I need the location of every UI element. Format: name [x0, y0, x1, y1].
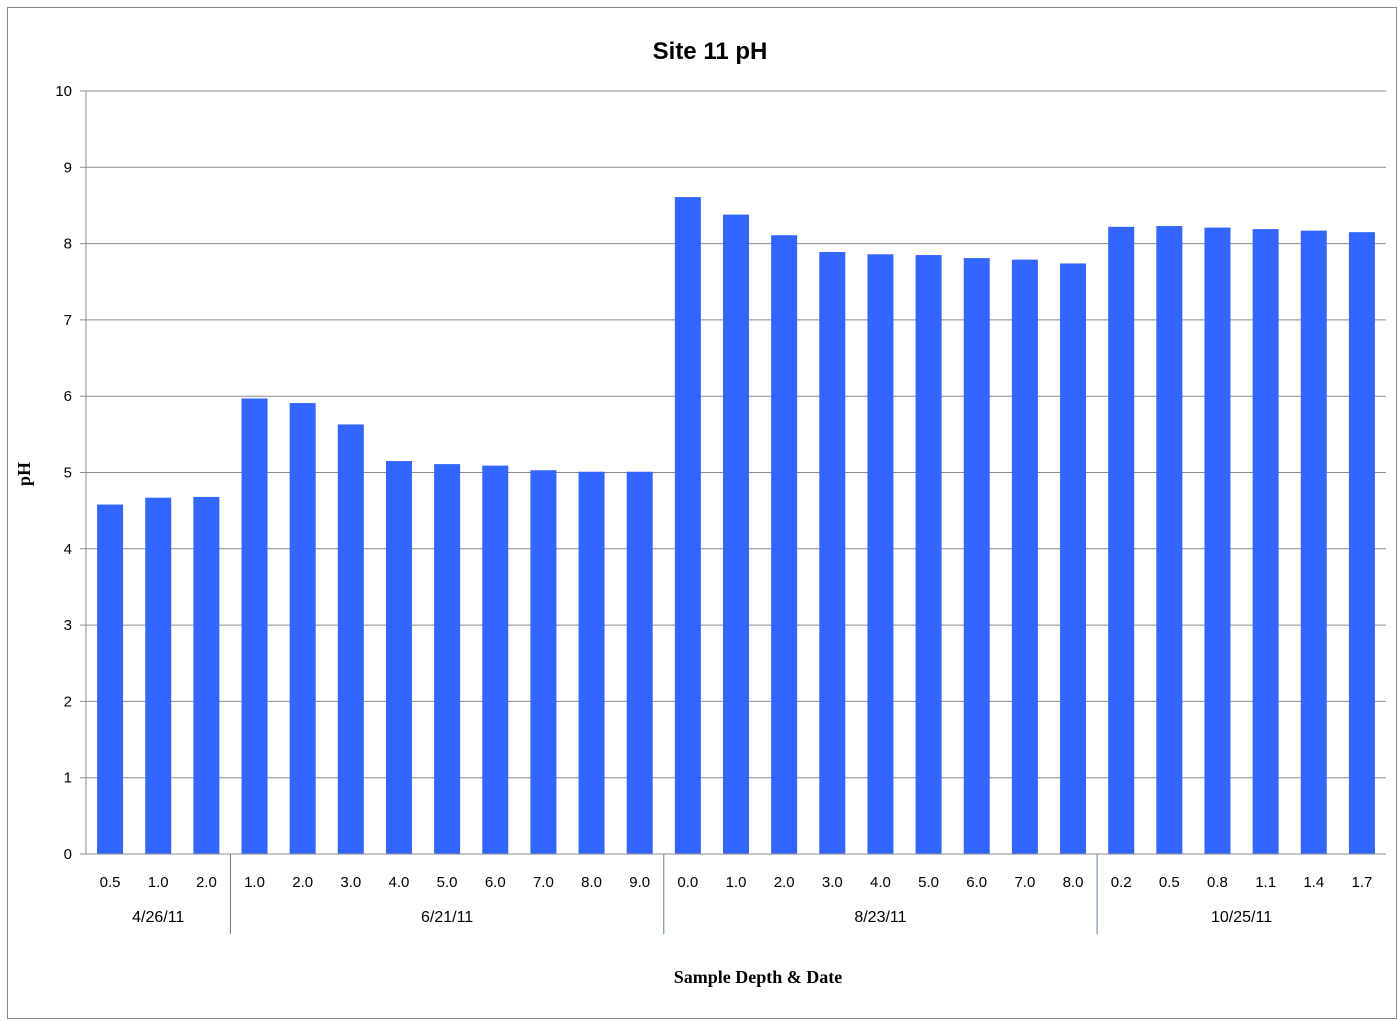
bar	[193, 496, 220, 854]
y-tick-label: 8	[64, 236, 72, 253]
group-label: 10/25/11	[1211, 909, 1272, 926]
y-tick-label: 5	[64, 465, 72, 482]
x-tick-label: 1.1	[1255, 874, 1276, 891]
x-tick-label: 0.0	[677, 874, 698, 891]
bar	[289, 403, 316, 854]
x-tick-label: 1.4	[1303, 874, 1324, 891]
chart-svg: Site 11 pH 0 1 2 3 4 5 6 7 8 9 10 0.5 1.0 2.0 4/26/11 1…	[14, 38, 1386, 987]
x-tick-label: 7.0	[1014, 874, 1035, 891]
x-tick-label: 2.0	[196, 874, 217, 891]
x-tick-label: 0.5	[100, 874, 121, 891]
x-tick-label: 5.0	[437, 874, 458, 891]
y-tick-label: 6	[64, 388, 72, 405]
y-tick-label: 0	[64, 846, 72, 863]
bar	[1300, 230, 1327, 854]
bar	[867, 254, 894, 855]
x-tick-label: 4.0	[870, 874, 891, 891]
x-axis-title: Sample Depth & Date	[674, 967, 843, 987]
x-tick-label: 0.2	[1111, 874, 1132, 891]
axes	[85, 91, 1386, 934]
bar	[482, 465, 509, 854]
bar	[530, 470, 557, 854]
x-tick-label: 1.0	[244, 874, 265, 891]
y-tick-label: 9	[64, 159, 72, 176]
chart-title: Site 11 pH	[653, 38, 768, 65]
chart-frame: Site 11 pH 0 1 2 3 4 5 6 7 8 9 10 0.5 1.0 2.0 4/26/11 1…	[7, 7, 1397, 1019]
bar	[819, 251, 846, 855]
x-tick-label: 4.0	[389, 874, 410, 891]
bar	[723, 214, 749, 854]
group-label: 4/26/11	[132, 909, 184, 926]
bar	[578, 471, 605, 854]
x-tick-label: 0.8	[1207, 874, 1228, 891]
bar	[1108, 226, 1135, 855]
bar	[1252, 229, 1279, 854]
y-tick-label: 1	[64, 770, 72, 787]
x-tick-label: 8.0	[1063, 874, 1084, 891]
bar	[1348, 232, 1375, 854]
x-tick-label: 6.0	[485, 874, 506, 891]
bar	[241, 398, 268, 854]
y-tick-label: 7	[64, 312, 72, 329]
bar	[337, 424, 364, 854]
axis-labels: 0 1 2 3 4 5 6 7 8 9 10 0.5 1.0 2.0 4/26/11 1.0 2.0 3.0 4.0…	[55, 83, 1372, 926]
bar	[434, 464, 461, 854]
x-tick-label: 2.0	[292, 874, 313, 891]
y-tick-label: 10	[55, 83, 72, 100]
bar	[771, 235, 798, 854]
bar	[1156, 226, 1183, 854]
bar	[915, 255, 942, 855]
x-tick-label: 2.0	[774, 874, 795, 891]
x-tick-label: 0.5	[1159, 874, 1180, 891]
bar	[674, 197, 701, 854]
bar	[626, 471, 653, 854]
y-axis-title: pH	[14, 462, 34, 486]
bar	[385, 461, 412, 854]
bar	[963, 258, 990, 854]
bar	[145, 497, 172, 854]
x-tick-label: 1.0	[726, 874, 747, 891]
x-tick-label: 9.0	[629, 874, 650, 891]
bar	[1060, 263, 1087, 854]
x-tick-label: 3.0	[822, 874, 843, 891]
group-label: 8/23/11	[854, 909, 906, 926]
x-tick-label: 6.0	[966, 874, 987, 891]
y-tick-label: 3	[64, 617, 72, 634]
bar	[1204, 227, 1231, 854]
bar	[97, 504, 124, 854]
x-tick-label: 1.7	[1351, 874, 1372, 891]
bars	[97, 197, 1375, 855]
x-tick-label: 7.0	[533, 874, 554, 891]
x-tick-label: 3.0	[340, 874, 361, 891]
y-tick-label: 4	[64, 541, 72, 558]
x-tick-label: 1.0	[148, 874, 169, 891]
group-label: 6/21/11	[421, 909, 473, 926]
x-tick-label: 5.0	[918, 874, 939, 891]
bar	[1011, 259, 1038, 854]
x-tick-label: 8.0	[581, 874, 602, 891]
y-tick-label: 2	[64, 693, 72, 710]
